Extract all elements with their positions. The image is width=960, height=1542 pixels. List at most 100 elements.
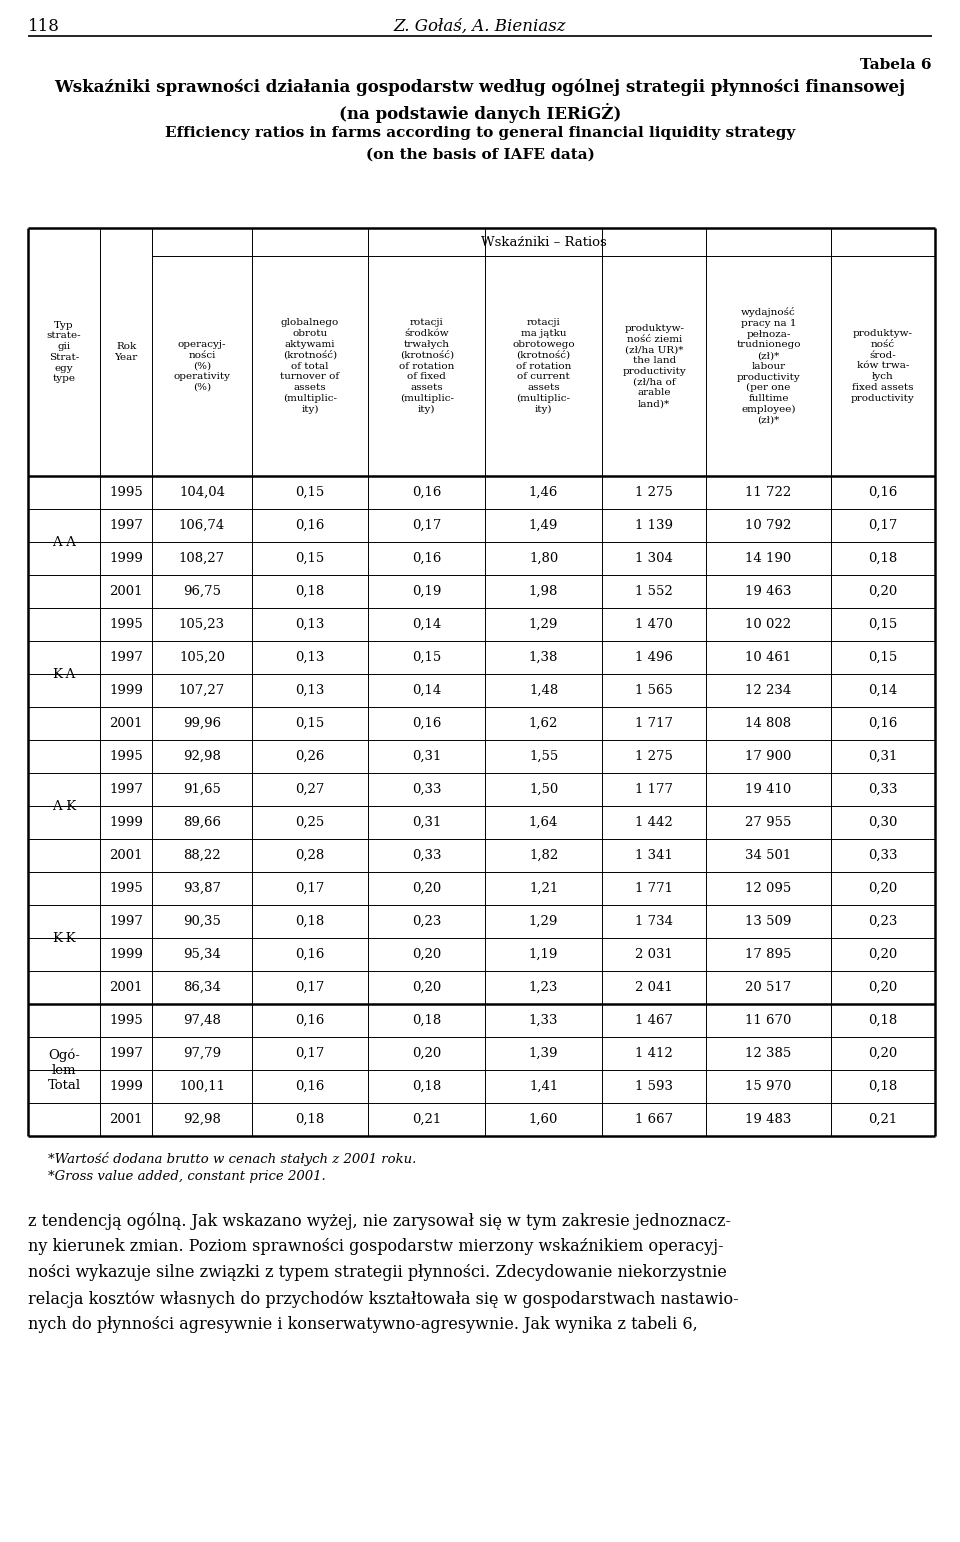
Text: 0,20: 0,20 (868, 584, 898, 598)
Text: ny kierunek zmian. Poziom sprawności gospodarstw mierzony wskaźnikiem operacyj-: ny kierunek zmian. Poziom sprawności gos… (28, 1238, 724, 1255)
Text: 0,17: 0,17 (296, 882, 324, 894)
Text: 0,15: 0,15 (296, 717, 324, 729)
Text: 1,29: 1,29 (529, 618, 559, 631)
Text: rotacji
środków
trwałych
(krotność)
of rotation
of fixed
assets
(multiplic-
ity): rotacji środków trwałych (krotność) of r… (399, 318, 454, 413)
Text: 0,18: 0,18 (296, 584, 324, 598)
Text: 1997: 1997 (109, 914, 143, 928)
Text: 17 895: 17 895 (745, 948, 792, 961)
Text: 1,39: 1,39 (529, 1047, 559, 1059)
Text: 1 496: 1 496 (636, 651, 673, 665)
Text: ności wykazuje silne związki z typem strategii płynności. Zdecydowanie niekorzys: ności wykazuje silne związki z typem str… (28, 1264, 727, 1281)
Text: 1 275: 1 275 (636, 486, 673, 500)
Text: 1,41: 1,41 (529, 1079, 559, 1093)
Text: 1,23: 1,23 (529, 981, 559, 995)
Text: 12 095: 12 095 (745, 882, 792, 894)
Text: 2001: 2001 (109, 584, 143, 598)
Text: A-A: A-A (52, 535, 76, 549)
Text: Wskaźniki – Ratios: Wskaźniki – Ratios (481, 236, 607, 248)
Text: 1,62: 1,62 (529, 717, 559, 729)
Text: 0,33: 0,33 (412, 783, 442, 796)
Text: 19 463: 19 463 (745, 584, 792, 598)
Text: 12 234: 12 234 (745, 685, 792, 697)
Text: 0,20: 0,20 (412, 981, 442, 995)
Text: K-A: K-A (53, 668, 76, 680)
Text: 91,65: 91,65 (183, 783, 221, 796)
Text: relacja kosztów własnych do przychodów kształtowała się w gospodarstwach nastawi: relacja kosztów własnych do przychodów k… (28, 1291, 738, 1308)
Text: 12 385: 12 385 (745, 1047, 792, 1059)
Text: 1999: 1999 (109, 685, 143, 697)
Text: 0,15: 0,15 (412, 651, 442, 665)
Text: Ogó-
lem
Total: Ogó- lem Total (47, 1049, 81, 1092)
Text: 0,13: 0,13 (296, 618, 324, 631)
Text: 0,16: 0,16 (868, 717, 898, 729)
Text: 1 734: 1 734 (636, 914, 673, 928)
Text: A-K: A-K (52, 799, 76, 813)
Text: 0,20: 0,20 (412, 948, 442, 961)
Text: 1 177: 1 177 (636, 783, 673, 796)
Text: 2001: 2001 (109, 981, 143, 995)
Text: 1,80: 1,80 (529, 552, 559, 564)
Text: 0,20: 0,20 (868, 1047, 898, 1059)
Text: 90,35: 90,35 (183, 914, 221, 928)
Text: 0,16: 0,16 (412, 486, 442, 500)
Text: 1,33: 1,33 (529, 1015, 559, 1027)
Text: 97,79: 97,79 (183, 1047, 221, 1059)
Text: 1999: 1999 (109, 948, 143, 961)
Text: 0,16: 0,16 (412, 717, 442, 729)
Text: 1 593: 1 593 (636, 1079, 673, 1093)
Text: 104,04: 104,04 (179, 486, 225, 500)
Text: 1 412: 1 412 (636, 1047, 673, 1059)
Text: 0,15: 0,15 (296, 486, 324, 500)
Text: 1 667: 1 667 (636, 1113, 673, 1126)
Text: *Wartość dodana brutto w cenach stałych z 2001 roku.: *Wartość dodana brutto w cenach stałych … (48, 1152, 417, 1166)
Text: 0,28: 0,28 (296, 850, 324, 862)
Text: 19 410: 19 410 (745, 783, 792, 796)
Text: 1,21: 1,21 (529, 882, 559, 894)
Text: 99,96: 99,96 (183, 717, 221, 729)
Text: 0,16: 0,16 (412, 552, 442, 564)
Text: 1995: 1995 (109, 749, 143, 763)
Text: 17 900: 17 900 (745, 749, 792, 763)
Text: 1997: 1997 (109, 520, 143, 532)
Text: 1 275: 1 275 (636, 749, 673, 763)
Text: 1,55: 1,55 (529, 749, 559, 763)
Text: 1999: 1999 (109, 552, 143, 564)
Text: 95,34: 95,34 (183, 948, 221, 961)
Text: Typ
strate-
gii
Strat-
egy
type: Typ strate- gii Strat- egy type (47, 321, 82, 384)
Text: 0,18: 0,18 (296, 1113, 324, 1126)
Text: 105,20: 105,20 (179, 651, 225, 665)
Text: Wskaźniki sprawności działania gospodarstw według ogólnej strategii płynności fi: Wskaźniki sprawności działania gospodars… (55, 79, 905, 96)
Text: Z. Gołaś, A. Bieniasz: Z. Gołaś, A. Bieniasz (394, 19, 566, 35)
Text: 1,46: 1,46 (529, 486, 559, 500)
Text: z tendencją ogólną. Jak wskazano wyżej, nie zarysował się w tym zakresie jednozn: z tendencją ogólną. Jak wskazano wyżej, … (28, 1212, 731, 1229)
Text: 14 808: 14 808 (746, 717, 792, 729)
Text: 0,14: 0,14 (412, 685, 442, 697)
Text: Tabela 6: Tabela 6 (860, 59, 932, 72)
Text: 0,23: 0,23 (412, 914, 442, 928)
Text: 1 304: 1 304 (636, 552, 673, 564)
Text: 1,29: 1,29 (529, 914, 559, 928)
Text: 96,75: 96,75 (183, 584, 221, 598)
Text: 10 461: 10 461 (745, 651, 792, 665)
Text: 93,87: 93,87 (183, 882, 221, 894)
Text: 0,30: 0,30 (868, 816, 898, 830)
Text: 0,13: 0,13 (296, 685, 324, 697)
Text: 1999: 1999 (109, 1079, 143, 1093)
Text: 15 970: 15 970 (745, 1079, 792, 1093)
Text: 97,48: 97,48 (183, 1015, 221, 1027)
Text: 106,74: 106,74 (179, 520, 225, 532)
Text: 0,16: 0,16 (296, 520, 324, 532)
Text: 0,26: 0,26 (296, 749, 324, 763)
Text: 1,98: 1,98 (529, 584, 559, 598)
Text: 2001: 2001 (109, 1113, 143, 1126)
Text: 0,16: 0,16 (296, 1015, 324, 1027)
Text: Efficiency ratios in farms according to general financial liquidity strategy: Efficiency ratios in farms according to … (165, 126, 795, 140)
Text: 1,50: 1,50 (529, 783, 559, 796)
Text: 1 139: 1 139 (636, 520, 673, 532)
Text: 0,31: 0,31 (868, 749, 898, 763)
Text: 0,17: 0,17 (296, 1047, 324, 1059)
Text: 92,98: 92,98 (183, 1113, 221, 1126)
Text: (na podstawie danych IERiGŻ): (na podstawie danych IERiGŻ) (339, 103, 621, 123)
Text: 0,14: 0,14 (412, 618, 442, 631)
Text: 0,16: 0,16 (868, 486, 898, 500)
